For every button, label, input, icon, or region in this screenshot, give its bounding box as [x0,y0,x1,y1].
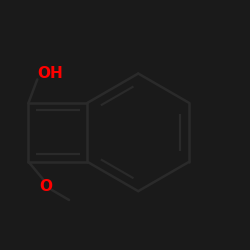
Text: OH: OH [37,66,63,81]
Text: O: O [40,179,52,194]
